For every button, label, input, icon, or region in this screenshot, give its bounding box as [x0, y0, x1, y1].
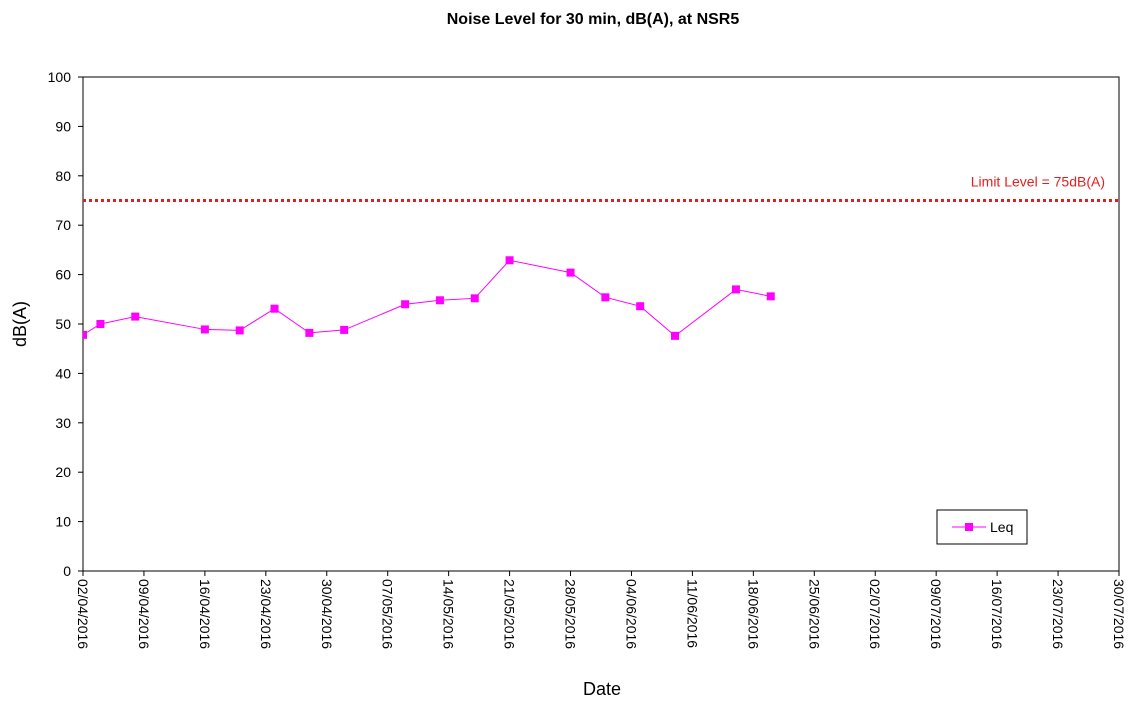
legend: Leq [936, 509, 1028, 545]
data-point-leq [601, 293, 610, 302]
x-tick-label: 14/05/2016 [441, 579, 457, 649]
legend-label-leq: Leq [990, 519, 1013, 535]
limit-line-group: Limit Level = 75dB(A) [83, 174, 1119, 202]
x-tick-label: 11/06/2016 [684, 579, 700, 648]
y-tick-label: 100 [48, 69, 72, 85]
x-tick-label: 02/04/2016 [75, 579, 91, 649]
data-point-leq [766, 292, 775, 301]
data-point-leq [131, 312, 140, 321]
y-tick-label: 80 [55, 168, 71, 184]
x-tick-label: 25/06/2016 [806, 579, 822, 649]
y-tick-label: 60 [55, 267, 71, 283]
x-tick-label: 02/07/2016 [867, 579, 883, 649]
data-point-leq [270, 304, 279, 313]
x-tick-label: 16/04/2016 [197, 579, 213, 649]
data-point-leq [435, 296, 444, 305]
data-point-leq [566, 268, 575, 277]
y-tick-label: 70 [55, 217, 71, 233]
x-tick-label: 21/05/2016 [502, 579, 518, 649]
series-line-leq [82, 259, 771, 337]
series-leq [82, 256, 775, 340]
x-tick-label: 09/07/2016 [928, 579, 944, 649]
y-tick-label: 0 [63, 563, 71, 579]
x-tick-label: 23/04/2016 [258, 579, 274, 649]
data-point-leq [671, 331, 679, 340]
x-tick-label: 28/05/2016 [563, 579, 579, 649]
x-axis-label: Date [583, 679, 621, 699]
x-tick-label: 30/07/2016 [1111, 579, 1127, 649]
y-tick-label: 40 [55, 365, 71, 381]
chart-title: Noise Level for 30 min, dB(A), at NSR5 [447, 11, 740, 28]
data-point-leq [340, 325, 349, 334]
x-axis: 02/04/2016 09/04/2016 16/04/2016 23/04/2016… [75, 571, 1127, 649]
x-tick-label: 09/04/2016 [136, 579, 152, 649]
data-point-leq [235, 326, 244, 335]
x-tick-label: 30/04/2016 [319, 579, 335, 649]
data-point-leq [96, 320, 105, 328]
y-tick-label: 20 [55, 464, 71, 480]
y-tick-label: 30 [55, 415, 71, 431]
y-axis: 0 10 20 30 40 50 60 70 80 90 100 [48, 69, 83, 579]
data-point-leq [470, 294, 479, 303]
data-point-leq [83, 330, 87, 339]
data-point-leq [636, 302, 645, 311]
x-tick-label: 18/06/2016 [745, 579, 761, 649]
data-point-leq [200, 325, 209, 334]
data-point-leq [305, 328, 314, 337]
y-axis-label: dB(A) [10, 301, 30, 347]
limit-label: Limit Level = 75dB(A) [971, 174, 1105, 190]
y-tick-label: 90 [55, 118, 71, 134]
x-tick-label: 23/07/2016 [1050, 579, 1066, 649]
y-tick-label: 50 [55, 316, 71, 332]
legend-marker [965, 523, 973, 531]
y-tick-label: 10 [55, 514, 71, 530]
x-tick-label: 04/06/2016 [623, 579, 639, 649]
data-point-leq [731, 285, 740, 294]
x-tick-label: 16/07/2016 [989, 579, 1005, 649]
data-point-leq [505, 256, 514, 265]
x-tick-label: 07/05/2016 [380, 579, 396, 649]
data-point-leq [401, 300, 410, 309]
plot-area [82, 76, 1120, 572]
